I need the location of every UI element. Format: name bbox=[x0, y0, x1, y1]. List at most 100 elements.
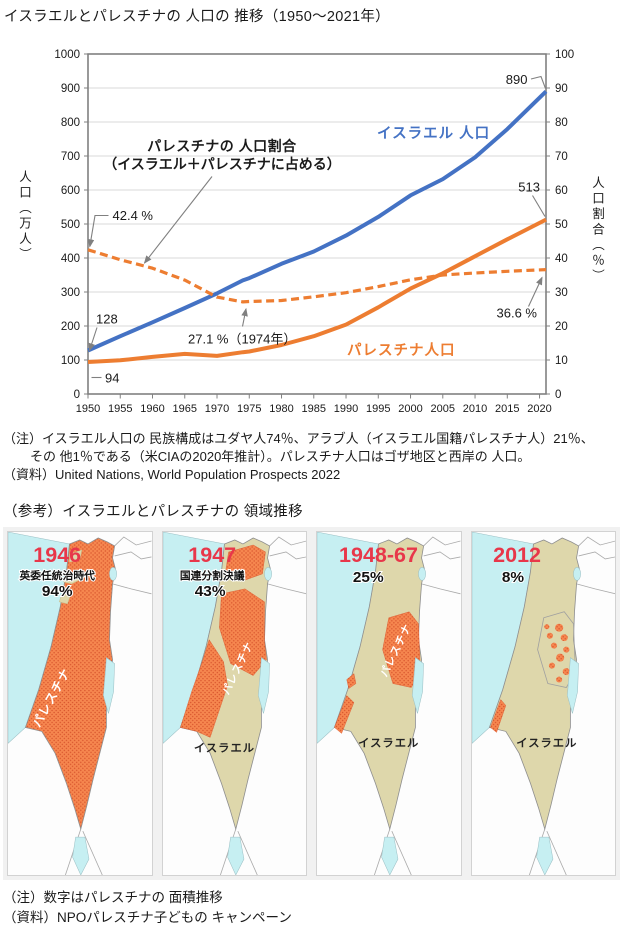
palestine-fragment bbox=[550, 642, 557, 649]
dead-sea bbox=[412, 657, 424, 714]
neighbor-border bbox=[577, 536, 615, 547]
neighbor-border bbox=[421, 583, 461, 595]
x-axis-tick: 1980 bbox=[269, 403, 293, 415]
x-axis-tick: 2015 bbox=[495, 403, 519, 415]
map-year: 1946 bbox=[33, 544, 81, 567]
left-axis-title: 人口（万人） bbox=[17, 170, 31, 263]
x-axis-tick: 2020 bbox=[527, 403, 551, 415]
dead-sea bbox=[566, 657, 579, 714]
right-axis-title: 人口割合（％） bbox=[590, 176, 604, 285]
neighbor-border bbox=[575, 583, 615, 595]
leader-line bbox=[532, 195, 546, 217]
right-axis-tick: 60 bbox=[555, 185, 568, 197]
sea-of-galilee bbox=[418, 567, 426, 581]
neighbor-border bbox=[423, 551, 461, 560]
palestine-fragment bbox=[555, 676, 562, 683]
sea-of-galilee bbox=[109, 567, 117, 581]
mandate-territory bbox=[24, 537, 117, 831]
label-ratio-line1: パレスチナの 人口割合 bbox=[147, 138, 297, 154]
palestine-fragment bbox=[562, 646, 569, 653]
neighbor-border bbox=[269, 551, 306, 560]
territory-map-2012: 2012 8% イスラエル bbox=[471, 532, 615, 875]
palestine-fragment bbox=[546, 632, 553, 639]
territory-maps-row: 1946 英委任統治時代 94% パレスチナ 1947 国連分割決議 43% パレスチナ イスラ… bbox=[3, 527, 620, 880]
israel-label: イスラエル bbox=[193, 741, 254, 754]
leader-line bbox=[88, 327, 98, 352]
x-axis-tick: 1995 bbox=[366, 403, 390, 415]
series-line-2 bbox=[87, 248, 547, 304]
neighbor-border bbox=[578, 551, 615, 560]
left-axis-tick: 300 bbox=[61, 287, 80, 299]
right-axis-tick: 0 bbox=[555, 389, 561, 401]
palestine-fragment bbox=[555, 653, 564, 662]
mandate-territory bbox=[333, 537, 426, 831]
left-axis-tick: 100 bbox=[61, 355, 80, 367]
territory-map-panel-1947: 1947 国連分割決議 43% パレスチナ イスラエル bbox=[161, 531, 307, 876]
note-line-2: その 他1％である（米CIAの2020年推計）。パレスチナ人口はゴザ地区と西岸の… bbox=[30, 449, 531, 464]
palestine-area bbox=[334, 695, 355, 734]
map-percent: 43% bbox=[194, 583, 225, 600]
right-axis-tick: 70 bbox=[555, 151, 568, 163]
leader-line bbox=[241, 307, 248, 327]
annotation-israel-start: 128 bbox=[96, 312, 118, 327]
leader-line bbox=[143, 176, 213, 264]
map-percent: 8% bbox=[501, 569, 524, 586]
left-axis-tick: 200 bbox=[61, 321, 80, 333]
gulf-of-aqaba bbox=[381, 836, 399, 875]
map-year: 1948-67 bbox=[339, 544, 418, 567]
right-axis-tick: 30 bbox=[555, 287, 568, 299]
palestine-fragment bbox=[548, 662, 555, 669]
neighbor-border bbox=[423, 536, 461, 547]
leader-line bbox=[87, 214, 109, 248]
territory-map-panel-2012: 2012 8% イスラエル bbox=[470, 531, 616, 876]
jewish-area bbox=[69, 549, 83, 563]
palestine-area bbox=[489, 699, 506, 733]
territory-map-panel-1946: 1946 英委任統治時代 94% パレスチナ bbox=[7, 531, 153, 876]
sea-of-galilee bbox=[572, 567, 581, 581]
annotation-israel-end: 890 bbox=[506, 72, 528, 87]
series-line-0 bbox=[87, 89, 548, 353]
maps-source-line: （資料）NPOパレスチナ子どもの キャンペーン bbox=[3, 909, 292, 925]
left-axis-tick: 900 bbox=[61, 83, 80, 95]
annotation-palestine-start: 94 bbox=[105, 371, 119, 386]
leader-line bbox=[530, 75, 547, 89]
mandate-territory bbox=[488, 537, 580, 831]
x-axis-tick: 1950 bbox=[76, 403, 100, 415]
reference-heading: （参考）イスラエルとパレスチナの 領域推移 bbox=[3, 504, 303, 520]
x-axis-tick: 1990 bbox=[334, 403, 358, 415]
label-israel-series: イスラエル 人口 bbox=[377, 125, 490, 142]
right-axis-tick: 40 bbox=[555, 253, 568, 265]
left-axis-tick: 700 bbox=[61, 151, 80, 163]
map-year: 2012 bbox=[493, 544, 541, 567]
gulf-of-aqaba bbox=[72, 836, 90, 875]
x-axis-tick: 1965 bbox=[173, 403, 197, 415]
palestine-area bbox=[179, 639, 228, 738]
x-axis-tick: 2000 bbox=[398, 403, 422, 415]
x-axis-tick: 2005 bbox=[431, 403, 455, 415]
israel-label: イスラエル bbox=[358, 737, 419, 750]
map-subtitle: 英委任統治時代 bbox=[19, 569, 96, 582]
chart-notes: （注）イスラエル人口の 民族構成はユダヤ人74％、アラブ人（イスラエル国籍パレス… bbox=[3, 430, 594, 484]
left-axis-tick: 600 bbox=[61, 185, 80, 197]
left-axis-tick: 1000 bbox=[54, 49, 80, 61]
right-axis-tick: 90 bbox=[555, 83, 568, 95]
palestine-fragment bbox=[562, 668, 570, 676]
annotation-ratio-end: 36.6 % bbox=[497, 306, 538, 321]
neighbor-border bbox=[114, 551, 152, 560]
palestine-area bbox=[346, 673, 357, 689]
dead-sea bbox=[257, 657, 270, 714]
x-axis-tick: 2010 bbox=[463, 403, 487, 415]
neighbor-border bbox=[266, 583, 306, 595]
note-line-1: （注）イスラエル人口の 民族構成はユダヤ人74％、アラブ人（イスラエル国籍パレス… bbox=[3, 431, 594, 446]
palestine-fragment bbox=[560, 634, 568, 642]
right-axis-tick: 20 bbox=[555, 321, 568, 333]
left-axis-tick: 400 bbox=[61, 253, 80, 265]
palestine-area bbox=[224, 544, 266, 582]
neighbor-border bbox=[236, 830, 258, 875]
leader-line bbox=[528, 276, 543, 307]
label-palestine-series: パレスチナ人口 bbox=[347, 342, 456, 359]
israel-label: イスラエル bbox=[516, 737, 577, 750]
